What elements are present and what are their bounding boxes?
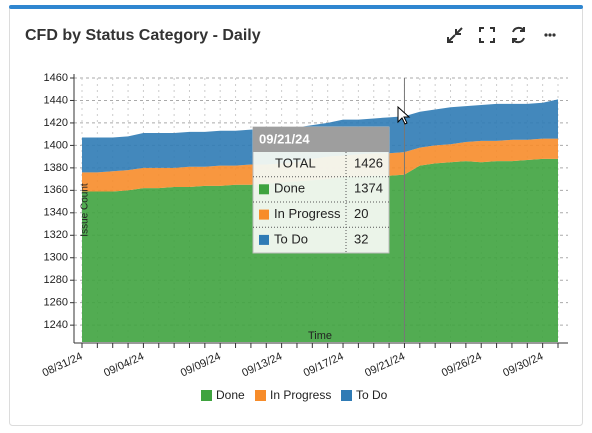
tooltip-date: 09/21/24 (259, 131, 310, 146)
fullscreen-icon[interactable] (479, 27, 495, 43)
card-top-border (9, 5, 583, 9)
y-tick-label: 1400 (44, 139, 68, 151)
x-axis-label: Time (308, 330, 332, 342)
chart-title: CFD by Status Category - Daily (25, 27, 261, 44)
y-tick-label: 1260 (44, 297, 68, 309)
tooltip-value: 1426 (354, 155, 383, 170)
tooltip-label: In Progress (274, 206, 341, 221)
y-tick-label: 1240 (44, 319, 68, 331)
y-tick-label: 1300 (44, 252, 68, 264)
y-tick-label: 1420 (44, 117, 68, 129)
legend-swatch (341, 390, 352, 401)
cursor (397, 105, 411, 125)
tooltip-value: 20 (354, 206, 368, 221)
tooltip-label: TOTAL (275, 155, 316, 170)
tooltip-header (253, 127, 389, 152)
legend-label: To Do (356, 388, 388, 402)
y-tick-label: 1280 (44, 274, 68, 286)
legend-label: In Progress (270, 388, 331, 402)
tooltip: 09/21/24 TOTAL 1426 Done 1374 In Progress 20 To… (252, 126, 390, 254)
tooltip-swatch (259, 184, 269, 195)
y-tick-label: 1440 (44, 94, 68, 106)
legend-swatch (255, 390, 266, 401)
more-icon[interactable] (544, 33, 556, 37)
collapse-icon[interactable] (447, 27, 463, 43)
tooltip-value: 32 (354, 231, 368, 246)
y-tick-label: 1320 (44, 229, 68, 241)
tooltip-value: 1374 (354, 181, 383, 196)
refresh-icon[interactable] (512, 26, 525, 44)
legend-swatch (201, 390, 212, 401)
tooltip-label: To Do (274, 231, 308, 246)
y-tick-label: 1340 (44, 207, 68, 219)
y-tick-label: 1380 (44, 162, 68, 174)
toolbar (447, 26, 525, 44)
legend-label: Done (216, 388, 245, 402)
tooltip-swatch (259, 234, 269, 245)
y-tick-label: 1360 (44, 184, 68, 196)
tooltip-label: Done (274, 181, 305, 196)
y-axis-label: Issue Count (80, 183, 91, 237)
y-tick-label: 1460 (44, 72, 68, 84)
tooltip-swatch (259, 209, 269, 220)
